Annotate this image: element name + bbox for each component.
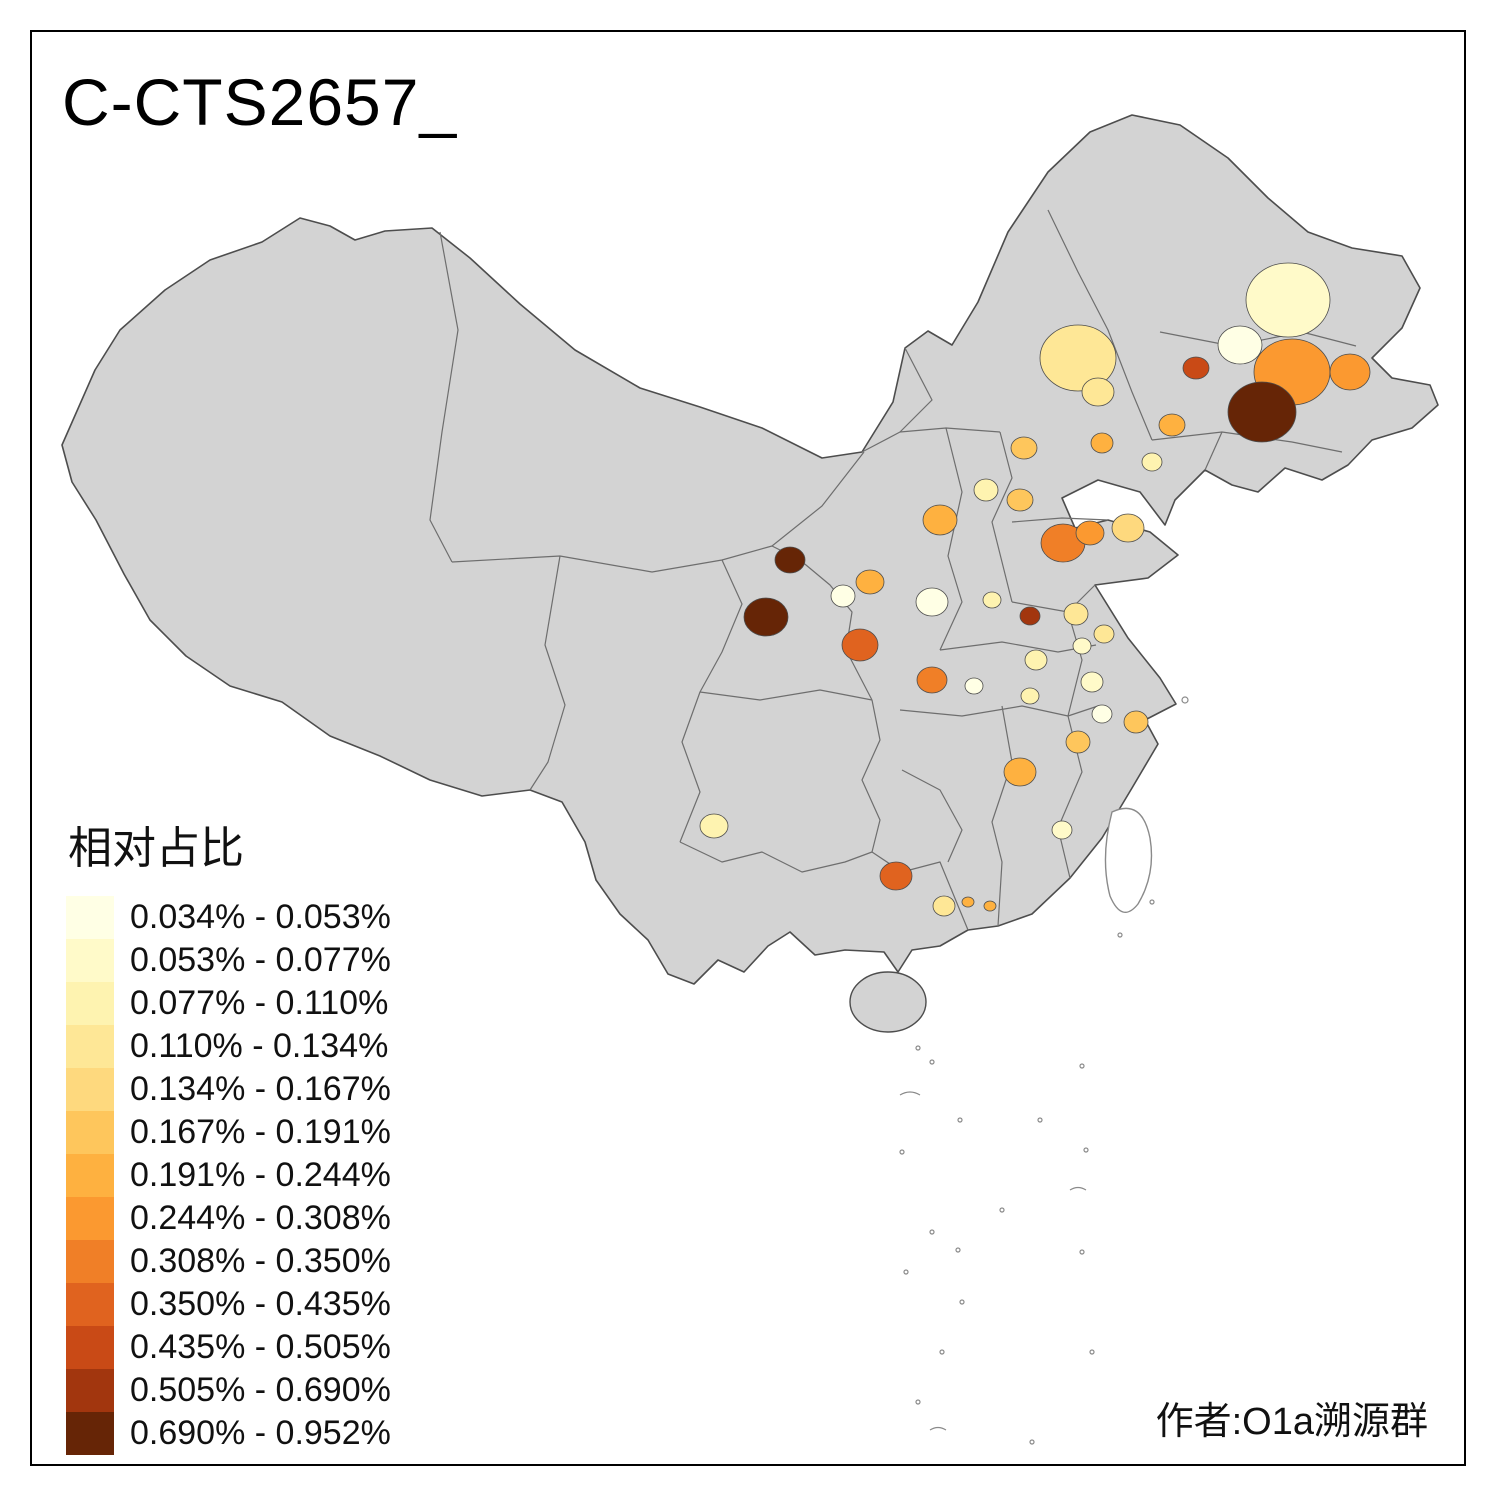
map-region [983,900,997,912]
map-region [916,666,948,694]
legend-swatch [66,1197,114,1240]
legend-swatch [66,982,114,1025]
legend-label: 0.134% - 0.167% [130,1070,391,1108]
map-region [1090,432,1114,454]
map-region [1081,377,1115,407]
map-region [964,677,984,695]
legend-row: 0.435% - 0.505% [66,1326,391,1369]
legend-row: 0.077% - 0.110% [66,982,391,1025]
page-title: C-CTS2657_ [62,65,458,139]
taiwan-island [1104,807,1153,913]
map-region [1006,488,1034,512]
map-region [1072,637,1092,655]
legend-label: 0.244% - 0.308% [130,1199,391,1237]
legend-swatch [66,896,114,939]
legend-row: 0.308% - 0.350% [66,1240,391,1283]
legend-label: 0.077% - 0.110% [130,984,389,1022]
map-region [855,569,885,595]
map-region [1217,325,1263,365]
map-region [1024,649,1048,671]
legend-label: 0.505% - 0.690% [130,1371,391,1409]
map-region [841,628,879,662]
legend-swatch [66,1412,114,1455]
map-region [1329,353,1371,391]
legend-row: 0.350% - 0.435% [66,1283,391,1326]
legend-swatch [66,1025,114,1068]
map-region [1063,602,1089,626]
legend-label: 0.167% - 0.191% [130,1113,391,1151]
legend-label: 0.110% - 0.134% [130,1027,389,1065]
legend-label: 0.308% - 0.350% [130,1242,391,1280]
map-region [1019,606,1041,626]
map-region [743,597,789,637]
map-region [1003,757,1037,787]
map-region [879,861,913,891]
map-region [961,896,975,908]
map-region [1075,520,1105,546]
map-region [1065,730,1091,754]
legend-rows: 0.034% - 0.053% 0.053% - 0.077% 0.077% - 0… [66,896,391,1455]
legend-label: 0.034% - 0.053% [130,898,391,936]
map-region [774,546,806,574]
hainan-island [849,971,927,1033]
map-region [1111,513,1145,543]
map-region [1080,671,1104,693]
map-region [922,504,958,536]
legend-title: 相对占比 [68,824,244,873]
legend: 相对占比 0.034% - 0.053% 0.053% - 0.077% 0.077… [66,812,391,1455]
map-region [915,587,949,617]
legend-row: 0.505% - 0.690% [66,1369,391,1412]
map-region [932,895,956,917]
legend-row: 0.110% - 0.134% [66,1025,391,1068]
map-region [699,813,729,839]
legend-swatch [66,1369,114,1412]
legend-label: 0.191% - 0.244% [130,1156,391,1194]
map-region [1245,262,1331,338]
legend-swatch [66,1154,114,1197]
legend-swatch [66,1240,114,1283]
map-region [1091,704,1113,724]
legend-swatch [66,1326,114,1369]
legend-swatch [66,1111,114,1154]
legend-label: 0.690% - 0.952% [130,1414,391,1452]
legend-label: 0.053% - 0.077% [130,941,391,979]
attribution-text: 作者:O1a溯源群 [1155,1401,1428,1443]
map-region [982,591,1002,609]
map-region [1039,324,1117,392]
map-region [1020,687,1040,705]
legend-swatch [66,1068,114,1111]
legend-swatch [66,939,114,982]
legend-row: 0.034% - 0.053% [66,896,391,939]
legend-row: 0.134% - 0.167% [66,1068,391,1111]
map-region [1051,820,1073,840]
legend-label: 0.435% - 0.505% [130,1328,391,1366]
legend-swatch [66,1283,114,1326]
south-china-sea-islands [899,696,1189,1445]
map-regions-layer [699,262,1371,917]
map-region [1227,381,1297,443]
legend-row: 0.167% - 0.191% [66,1111,391,1154]
legend-label: 0.350% - 0.435% [130,1285,391,1323]
map-region [1010,436,1038,460]
legend-row: 0.244% - 0.308% [66,1197,391,1240]
map-region [1123,710,1149,734]
legend-row: 0.053% - 0.077% [66,939,391,982]
legend-row: 0.191% - 0.244% [66,1154,391,1197]
map-region [973,478,999,502]
map-region [1093,624,1115,644]
map-region [1182,356,1210,380]
map-region [1141,452,1163,472]
map-region [1158,413,1186,437]
map-region [830,584,856,608]
legend-row: 0.690% - 0.952% [66,1412,391,1455]
